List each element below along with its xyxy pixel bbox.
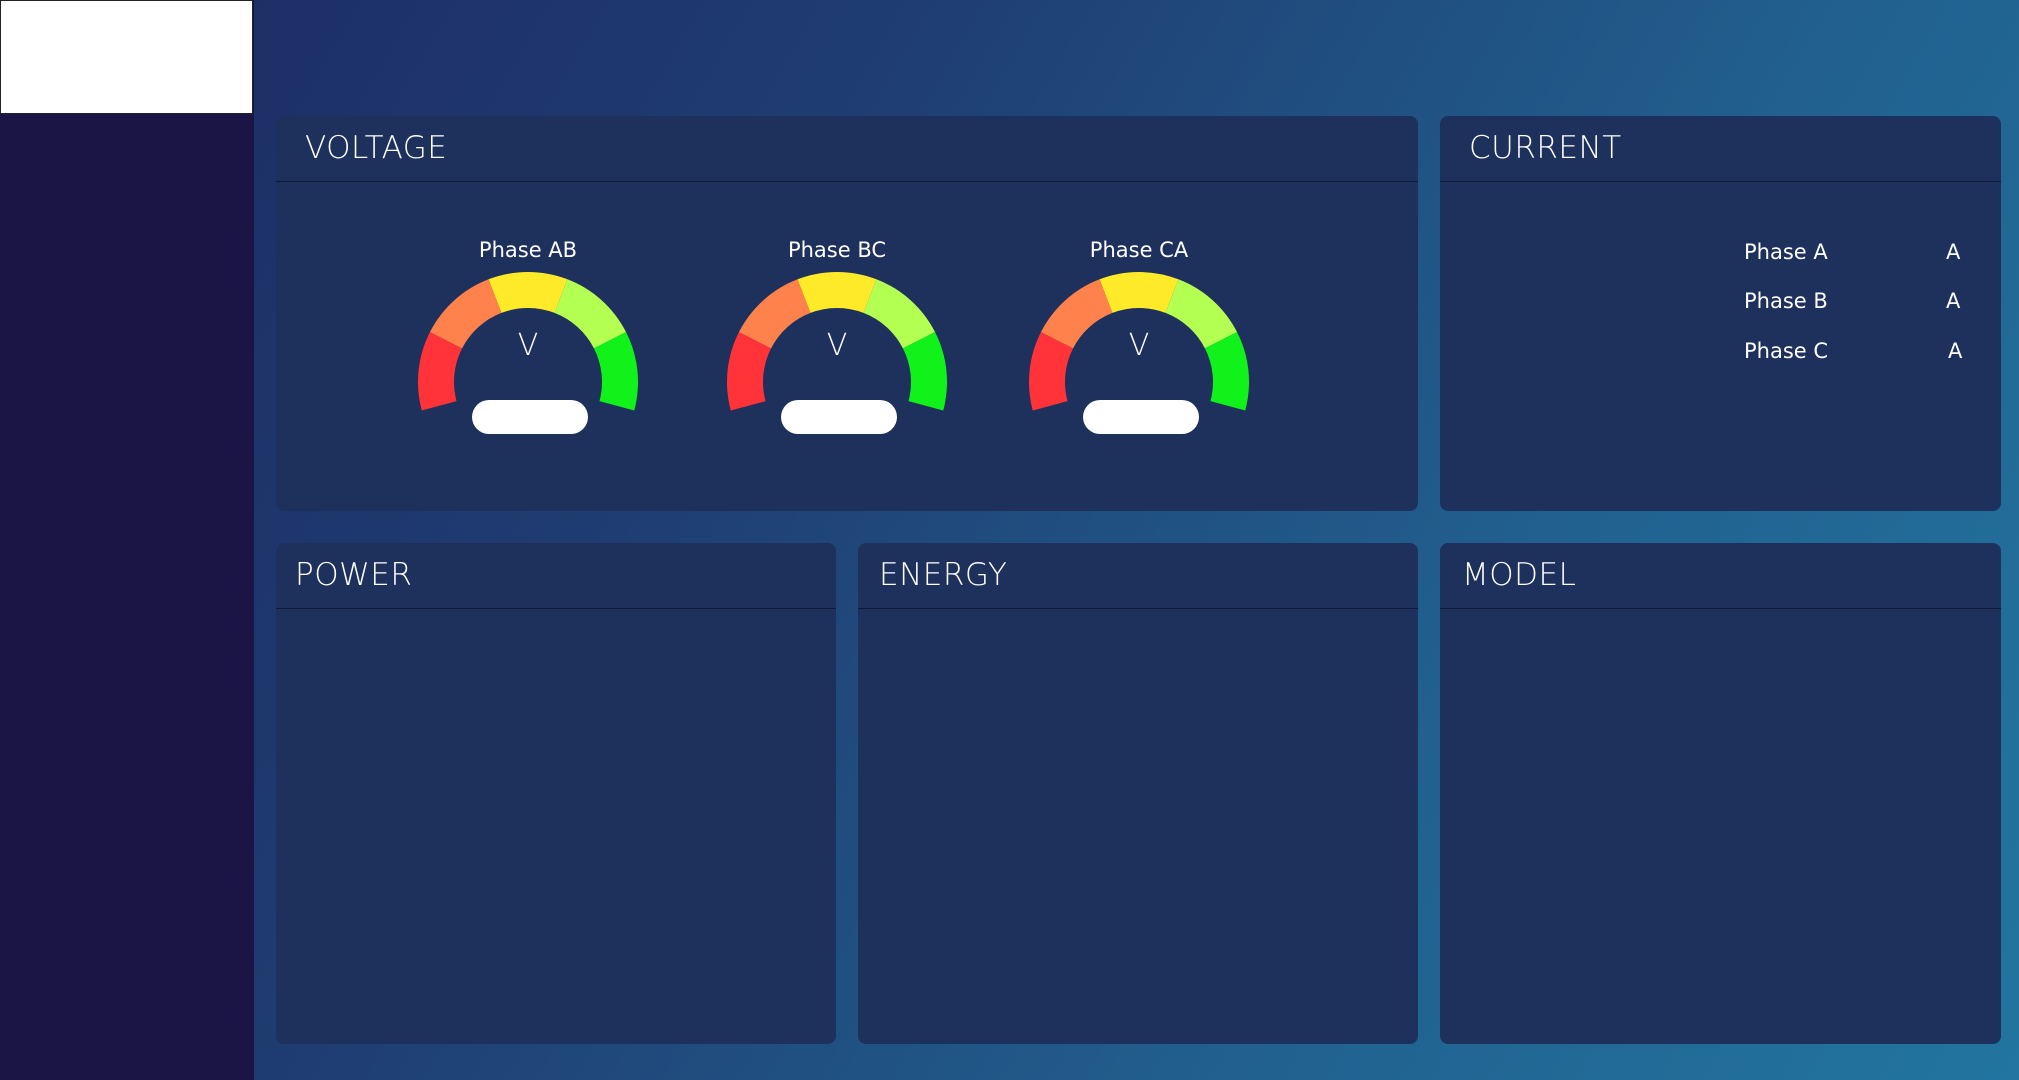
current-unit: A <box>1946 289 1961 313</box>
gauge-unit: V <box>826 328 848 363</box>
gauge-segment <box>1099 272 1179 313</box>
gauge-segment <box>593 332 638 411</box>
gauge-segment <box>1029 332 1074 411</box>
gauge-unit: V <box>1128 328 1150 363</box>
gauge-value-display <box>472 400 588 434</box>
gauge-label: Phase CA <box>1089 238 1189 262</box>
current-label: Phase A <box>1744 240 1828 264</box>
current-title: CURRENT <box>1469 130 1622 166</box>
gauge-segment <box>1040 279 1113 349</box>
power-panel: POWER <box>276 543 836 1044</box>
voltage-panel-header: VOLTAGE <box>276 116 1418 182</box>
current-panel: CURRENT Phase A A Phase B A Phase C A <box>1440 116 2001 511</box>
model-panel-header: MODEL <box>1440 543 2001 609</box>
current-label: Phase B <box>1744 289 1828 313</box>
gauge-value-display <box>781 400 897 434</box>
energy-panel-header: ENERGY <box>858 543 1418 609</box>
voltage-panel: VOLTAGE Phase AB V Phase BC V Phase CA V <box>276 116 1418 511</box>
gauge-arc <box>1029 272 1249 411</box>
current-unit: A <box>1948 339 1963 363</box>
gauge-segment <box>902 332 947 411</box>
current-row-phase-c: Phase C A <box>1440 339 2001 369</box>
current-row-phase-a: Phase A A <box>1440 240 2001 270</box>
gauge-unit: V <box>517 328 539 363</box>
logo-placeholder <box>0 0 253 114</box>
model-title: MODEL <box>1462 557 1577 593</box>
gauge-segment <box>727 332 772 411</box>
current-unit: A <box>1946 240 1961 264</box>
gauge-segment <box>554 279 627 349</box>
voltage-title: VOLTAGE <box>305 130 448 166</box>
gauge-phase-bc: Phase BC V <box>717 238 957 478</box>
power-panel-header: POWER <box>276 543 836 609</box>
gauge-segment <box>863 279 936 349</box>
gauge-segment <box>488 272 568 313</box>
sidebar <box>0 0 254 1080</box>
gauge-label: Phase BC <box>787 238 887 262</box>
current-label: Phase C <box>1744 339 1829 363</box>
gauge-segment <box>429 279 502 349</box>
gauge-segment <box>1204 332 1249 411</box>
gauge-phase-ca: Phase CA V <box>1019 238 1259 478</box>
model-panel: MODEL <box>1440 543 2001 1044</box>
gauge-segment <box>797 272 877 313</box>
gauge-label: Phase AB <box>478 238 578 262</box>
energy-title: ENERGY <box>879 557 1008 593</box>
gauge-arc <box>418 272 638 411</box>
gauge-arc <box>727 272 947 411</box>
gauge-value-display <box>1083 400 1199 434</box>
current-panel-header: CURRENT <box>1440 116 2001 182</box>
gauge-segment <box>738 279 811 349</box>
gauge-segment <box>418 332 463 411</box>
energy-panel: ENERGY <box>858 543 1418 1044</box>
gauge-segment <box>1165 279 1238 349</box>
power-title: POWER <box>295 557 413 593</box>
current-row-phase-b: Phase B A <box>1440 289 2001 319</box>
gauge-phase-ab: Phase AB V <box>408 238 648 478</box>
